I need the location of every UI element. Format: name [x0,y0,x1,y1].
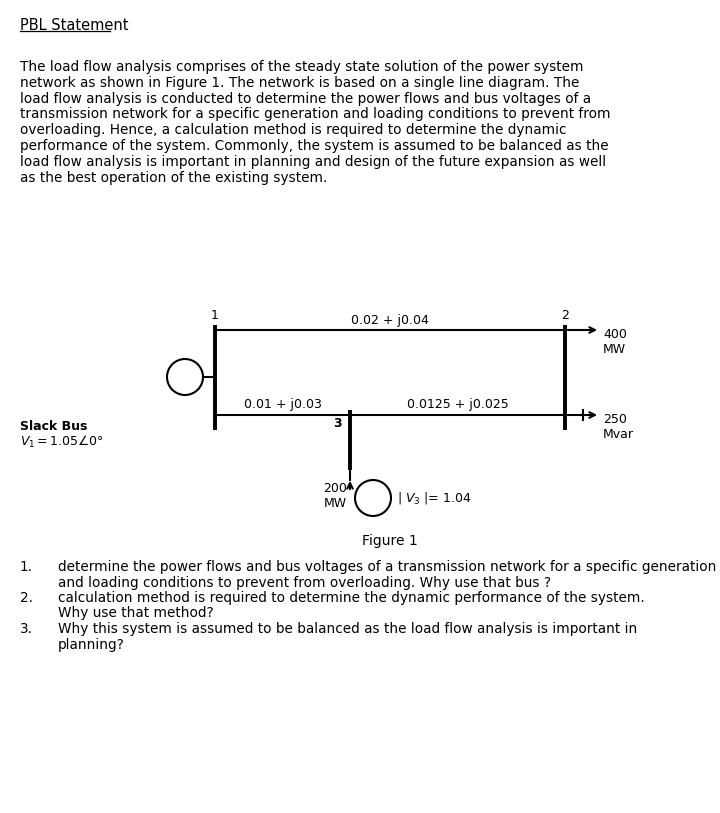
Text: 250
Mvar: 250 Mvar [603,413,634,441]
Text: determine the power flows and bus voltages of a transmission network for a speci: determine the power flows and bus voltag… [58,560,716,574]
Text: Why use that method?: Why use that method? [58,606,214,620]
Text: transmission network for a specific generation and loading conditions to prevent: transmission network for a specific gene… [20,107,611,121]
Text: Figure 1: Figure 1 [362,534,418,548]
Text: planning?: planning? [58,637,125,651]
Text: 0.02 + j0.04: 0.02 + j0.04 [351,314,429,327]
Text: 3: 3 [333,417,342,430]
Text: 0.0125 + j0.025: 0.0125 + j0.025 [407,398,508,411]
Text: and loading conditions to prevent from overloading. Why use that bus ?: and loading conditions to prevent from o… [58,576,551,589]
Text: load flow analysis is important in planning and design of the future expansion a: load flow analysis is important in plann… [20,154,606,169]
Text: 2: 2 [561,309,569,322]
Text: $V_1 = 1.05\angle0°$: $V_1 = 1.05\angle0°$ [20,434,104,450]
Text: The load flow analysis comprises of the steady state solution of the power syste: The load flow analysis comprises of the … [20,60,583,74]
Text: performance of the system. Commonly, the system is assumed to be balanced as the: performance of the system. Commonly, the… [20,139,608,153]
Text: | $V_3$ |= 1.04: | $V_3$ |= 1.04 [397,490,472,506]
Text: 400
MW: 400 MW [603,328,627,356]
Text: 2.: 2. [20,591,33,605]
Text: 1: 1 [211,309,219,322]
Text: overloading. Hence, a calculation method is required to determine the dynamic: overloading. Hence, a calculation method… [20,124,567,137]
Text: Why this system is assumed to be balanced as the load flow analysis is important: Why this system is assumed to be balance… [58,622,637,636]
Text: 200
MW: 200 MW [323,482,347,510]
Text: PBL Statement: PBL Statement [20,18,128,33]
Text: Slack Bus: Slack Bus [20,420,87,433]
Text: network as shown in Figure 1. The network is based on a single line diagram. The: network as shown in Figure 1. The networ… [20,76,580,89]
Text: calculation method is required to determine the dynamic performance of the syste: calculation method is required to determ… [58,591,644,605]
Text: load flow analysis is conducted to determine the power flows and bus voltages of: load flow analysis is conducted to deter… [20,92,591,106]
Text: 3.: 3. [20,622,33,636]
Text: as the best operation of the existing system.: as the best operation of the existing sy… [20,171,328,185]
Text: 1.: 1. [20,560,33,574]
Text: 0.01 + j0.03: 0.01 + j0.03 [243,398,321,411]
